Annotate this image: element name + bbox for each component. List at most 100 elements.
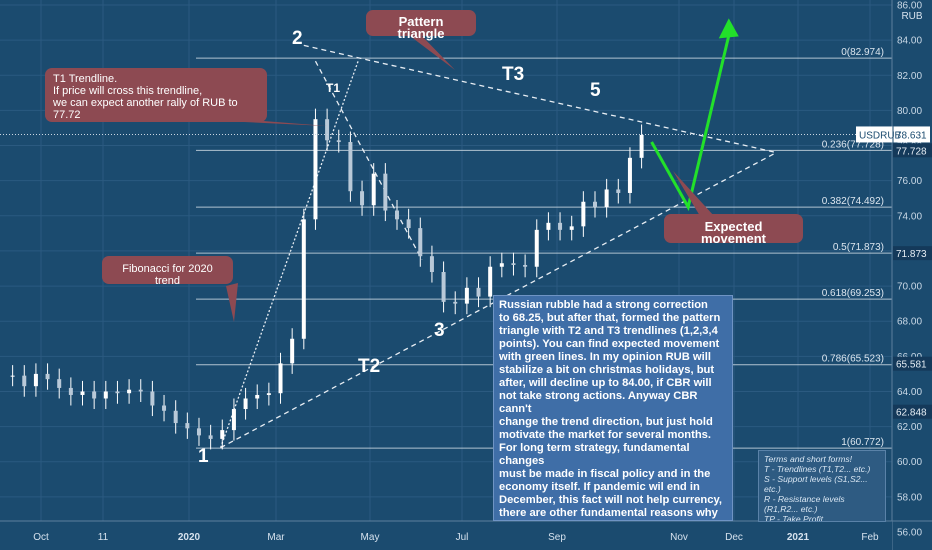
candle-2020-03-24 xyxy=(325,108,330,151)
y-tick-3: 80.00 xyxy=(897,106,922,117)
candle-body xyxy=(325,119,330,141)
candle-2020-01-14 xyxy=(208,424,213,450)
point-label-T3: T3 xyxy=(502,64,524,85)
candle-2019-10-08 xyxy=(45,363,50,390)
candle-2019-10-01 xyxy=(33,363,38,397)
expected-arrow-head xyxy=(718,18,739,39)
candle-body xyxy=(243,398,248,410)
candle-body xyxy=(92,391,97,399)
candle-body xyxy=(464,287,469,304)
candle-body xyxy=(581,201,586,227)
candle-body xyxy=(360,191,365,206)
terms-legend-box: Terms and short forms! T - Trendlines (T… xyxy=(758,450,886,522)
candle-2020-02-18 xyxy=(266,382,271,406)
candle-2019-11-12 xyxy=(103,380,108,410)
price-axis-panel xyxy=(892,0,932,550)
t1-trendline-callout: T1 Trendline. If price will cross this t… xyxy=(45,68,267,122)
candle-body xyxy=(57,379,62,388)
fib-label-0: 0(82.974) xyxy=(841,47,884,58)
candle-2019-12-31 xyxy=(185,412,190,439)
axis-currency-unit: RUB xyxy=(901,11,922,22)
candle-body xyxy=(429,256,434,273)
candle-2020-09-22 xyxy=(627,147,632,204)
candle-body xyxy=(534,229,539,267)
candle-2020-01-28 xyxy=(231,398,236,441)
candle-2020-05-12 xyxy=(406,208,411,239)
candle-body xyxy=(162,405,167,411)
candle-body xyxy=(558,222,563,230)
candle-2020-07-07 xyxy=(499,252,504,278)
candle-body xyxy=(569,226,574,230)
candle-2019-10-29 xyxy=(80,380,85,406)
y-tick-5: 76.00 xyxy=(897,176,922,187)
candle-body xyxy=(348,142,353,192)
candle-2020-04-14 xyxy=(360,180,365,216)
fib-label-0.618: 0.618(69.253) xyxy=(822,288,884,299)
x-tick-Sep: Sep xyxy=(548,532,566,543)
candle-2020-08-11 xyxy=(558,212,563,241)
candle-2020-09-29 xyxy=(639,124,644,169)
candle-2020-08-04 xyxy=(546,212,551,241)
point-label-2: 2 xyxy=(292,28,303,49)
y-tick-9: 68.00 xyxy=(897,317,922,328)
candle-2019-09-24 xyxy=(22,365,27,397)
time-axis-panel xyxy=(0,521,892,550)
candle-2020-05-05 xyxy=(394,199,399,230)
candle-2020-06-23 xyxy=(476,277,481,308)
candle-body xyxy=(383,173,388,211)
candle-body xyxy=(593,201,597,208)
price-badge-2 xyxy=(893,246,932,261)
candle-2020-03-10 xyxy=(301,208,306,350)
x-tick-Dec: Dec xyxy=(725,532,743,543)
candle-body xyxy=(371,173,376,206)
pattern-callout-pointer xyxy=(410,34,455,70)
y-tick-13: 60.00 xyxy=(897,457,922,468)
candle-2019-12-17 xyxy=(162,394,167,422)
candle-body xyxy=(604,189,609,208)
candle-body xyxy=(138,389,143,392)
y-tick-14: 58.00 xyxy=(897,492,922,503)
candle-2020-02-11 xyxy=(255,384,260,410)
symbol-badge-label: USDRUB xyxy=(859,130,902,141)
candle-body xyxy=(523,264,528,267)
symbol-badge-value: 78.631 xyxy=(896,130,927,141)
candle-2020-07-21 xyxy=(523,254,528,278)
price-badge-3 xyxy=(893,356,932,371)
y-tick-0: 86.00 xyxy=(897,1,922,12)
candle-body xyxy=(22,375,27,387)
candle-body xyxy=(208,435,213,439)
candle-2019-12-10 xyxy=(150,380,155,417)
candle-body xyxy=(45,373,50,380)
price-badge-value-3: 65.581 xyxy=(896,360,927,371)
candle-2020-03-17 xyxy=(313,108,318,230)
analysis-text-box: Russian rubble had a strong correction t… xyxy=(493,295,733,521)
candle-2020-02-04 xyxy=(243,387,248,420)
candle-body xyxy=(278,363,283,394)
point-label-3: 3 xyxy=(434,320,445,341)
fib-label-1: 1(60.772) xyxy=(841,437,884,448)
pattern-triangle-callout: Pattern triangle xyxy=(366,10,476,40)
candle-2020-06-09 xyxy=(453,291,458,315)
candle-body xyxy=(173,410,178,424)
candle-2020-09-08 xyxy=(604,178,609,218)
expected-movement-path xyxy=(650,31,732,212)
candle-2020-07-14 xyxy=(511,252,516,276)
candle-2020-02-25 xyxy=(278,352,283,404)
candle-body xyxy=(127,389,132,394)
fibonacci-callout: Fibonacci for 2020 trend xyxy=(102,256,233,287)
candle-body xyxy=(301,219,306,339)
trendline-T1 xyxy=(314,60,423,261)
candle-2019-12-03 xyxy=(138,379,143,402)
candle-body xyxy=(10,375,15,377)
candle-2020-05-26 xyxy=(429,245,434,283)
x-tick-Oct: Oct xyxy=(33,532,49,543)
candle-2020-03-31 xyxy=(336,129,341,153)
candle-body xyxy=(33,373,38,387)
candle-body xyxy=(394,210,399,220)
fib-label-0.786: 0.786(65.523) xyxy=(822,354,884,365)
candle-body xyxy=(290,338,295,364)
candle-body xyxy=(80,391,85,395)
candle-body xyxy=(616,189,621,193)
